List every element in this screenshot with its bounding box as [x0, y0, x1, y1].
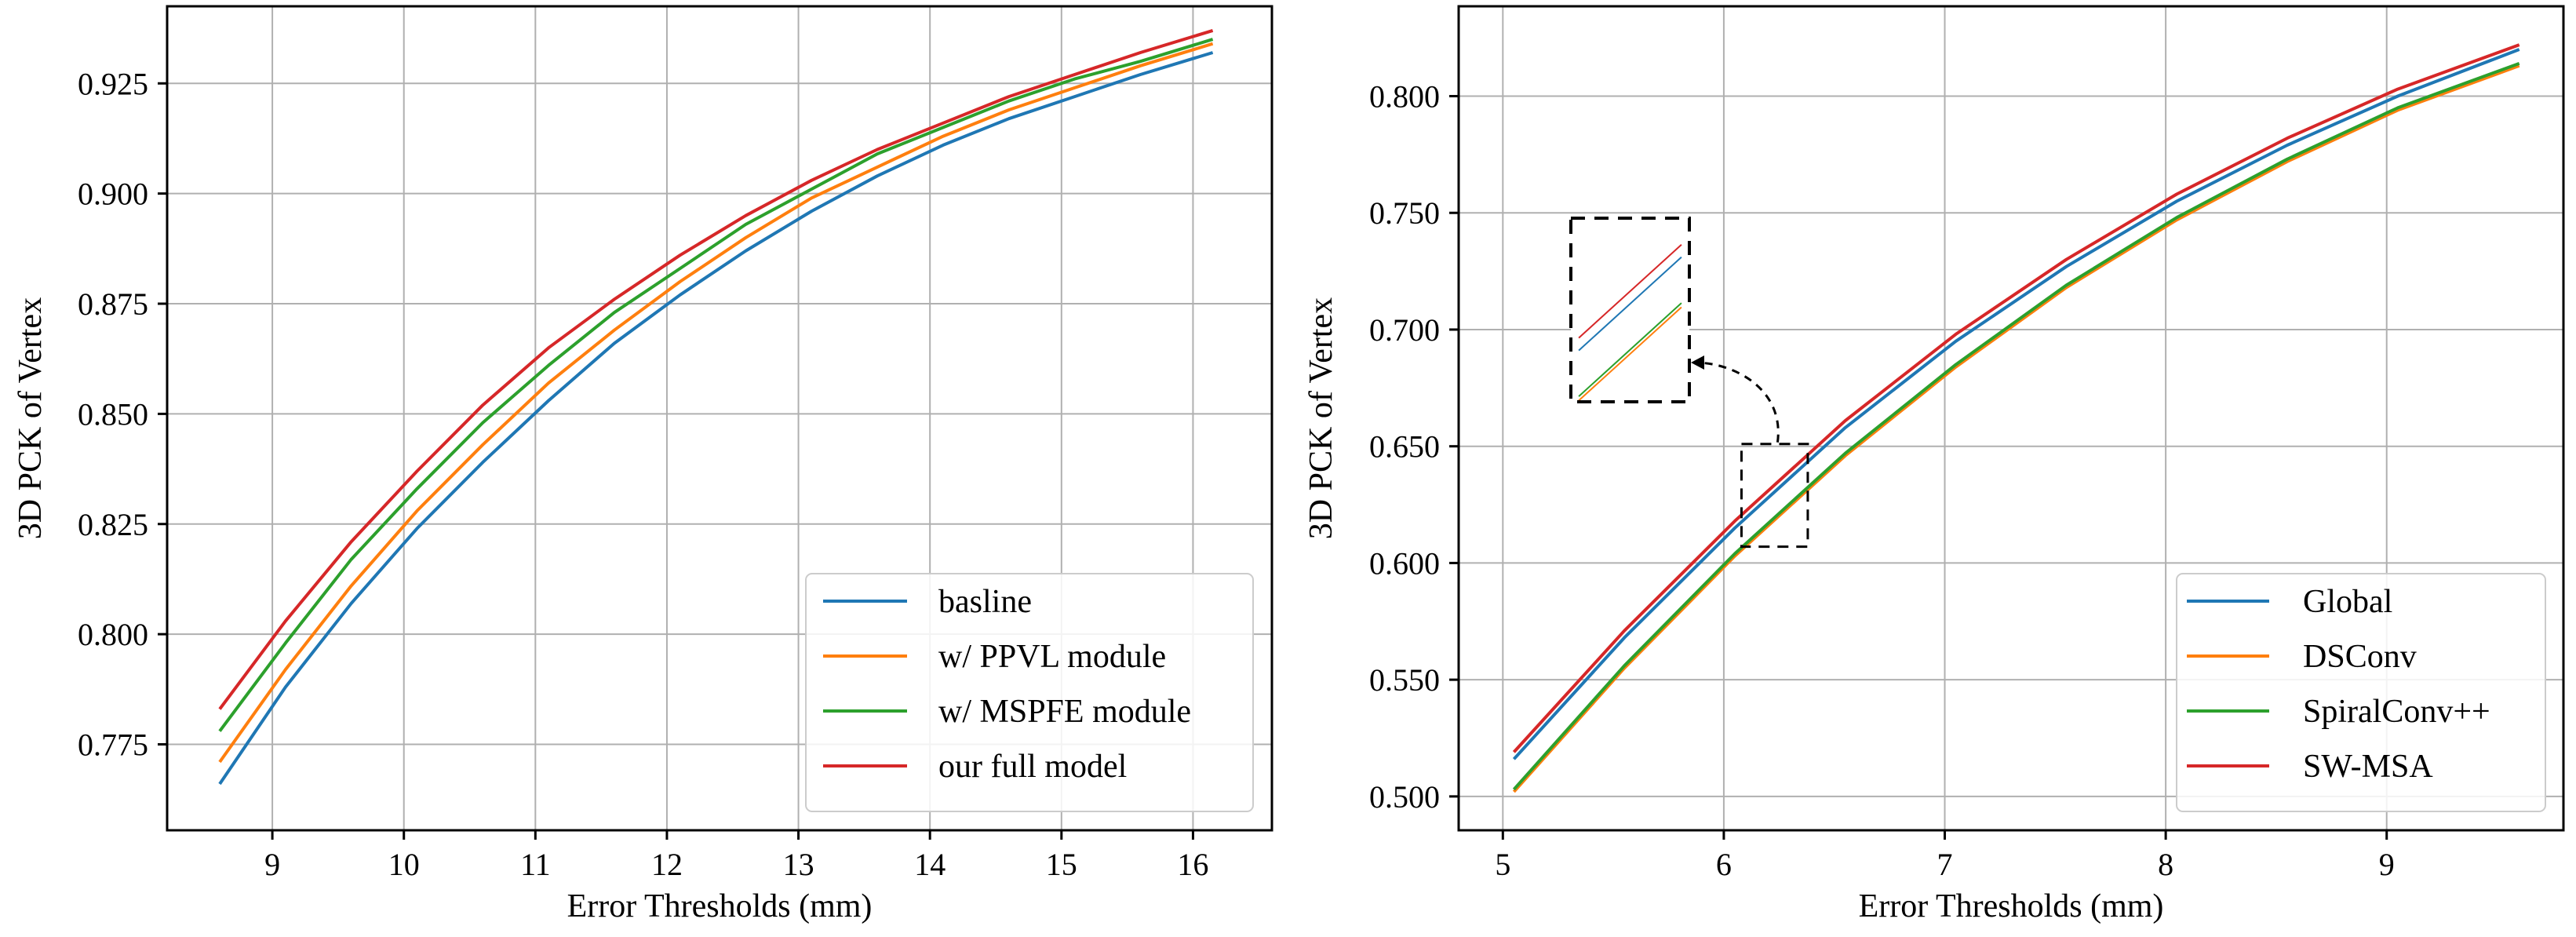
series-line-w-mspfe-module [218, 38, 1214, 732]
y-axis-label: 3D PCK of Vertex [13, 297, 49, 539]
legend-label: SW-MSA [2303, 749, 2433, 785]
y-tick-label: 0.875 [78, 286, 148, 322]
x-tick-label: 5 [1495, 847, 1510, 882]
chart-panel-2: 5 6 7 8 9 0.500 0.550 0.600 0.650 0.700 0.750 0.800… [1303, 5, 2565, 924]
series-line-sw-msa [1512, 43, 2520, 753]
series-line-global [1512, 48, 2520, 760]
legend-label: w/ PPVL module [938, 639, 1166, 675]
x-tick-label: 15 [1046, 847, 1077, 882]
x-tick-label: 9 [2379, 847, 2395, 882]
legend-label: SpiralConv++ [2303, 694, 2490, 730]
y-tick-label: 0.550 [1369, 662, 1440, 698]
legend-label: our full model [938, 749, 1127, 785]
y-tick-label: 0.775 [78, 727, 148, 763]
series-line-w-ppvl-module [218, 42, 1214, 764]
chart-panel-1: 9 10 11 12 13 14 15 16 0.775 0.800 0.825 0.850 0.875… [13, 5, 1273, 924]
y-tick-label: 0.825 [78, 507, 148, 542]
y-tick-label: 0.850 [78, 396, 148, 432]
x-tick-label: 12 [651, 847, 683, 882]
series-line-spiralconv- [1512, 62, 2520, 791]
y-tick-label: 0.800 [1369, 79, 1440, 115]
y-tick-label: 0.600 [1369, 545, 1440, 581]
legend-label: Global [2303, 584, 2392, 620]
x-tick-label: 13 [783, 847, 814, 882]
zoom-inset-frame [1569, 217, 1691, 403]
legend: basline w/ PPVL module w/ MSPFE module our … [805, 573, 1254, 812]
x-axis-label: Error Thresholds (mm) [1859, 888, 2164, 924]
axes-frame [1457, 5, 2565, 832]
y-tick-label: 0.900 [78, 177, 148, 212]
zoom-region-box [1740, 443, 1809, 549]
axes-frame [166, 5, 1273, 832]
y-tick-label: 0.650 [1369, 429, 1440, 465]
x-tick-label: 6 [1716, 847, 1732, 882]
zoom-inset-line-spiralconv- [1578, 302, 1682, 397]
zoom-arrowhead [1691, 355, 1704, 370]
legend-label: DSConv [2303, 639, 2417, 675]
x-tick-label: 10 [388, 847, 420, 882]
x-axis-label: Error Thresholds (mm) [567, 888, 873, 924]
series-line-dsconv [1512, 64, 2520, 793]
zoom-inset-background [1571, 218, 1689, 402]
series-line-our-full-model [218, 28, 1214, 710]
legend-box [805, 573, 1254, 812]
y-tick-label: 0.700 [1369, 312, 1440, 348]
zoom-arrow [1694, 361, 1780, 443]
zoom-inset-line-global [1578, 256, 1682, 352]
y-tick-label: 0.925 [78, 66, 148, 101]
zoom-inset [1569, 217, 1691, 403]
legend-label: w/ MSPFE module [938, 694, 1191, 730]
zoom-inset-line-dsconv [1578, 306, 1682, 402]
x-tick-label: 8 [2158, 847, 2173, 882]
y-axis-label: 3D PCK of Vertex [1303, 297, 1339, 539]
x-tick-label: 14 [914, 847, 946, 882]
legend: Global DSConv SpiralConv++ SW-MSA [2176, 573, 2546, 812]
x-tick-label: 11 [520, 847, 551, 882]
y-tick-label: 0.800 [78, 617, 148, 652]
y-tick-label: 0.750 [1369, 195, 1440, 231]
legend-label: basline [938, 584, 1032, 620]
zoom-inset-line-sw-msa [1578, 243, 1682, 339]
x-tick-label: 7 [1937, 847, 1953, 882]
y-tick-label: 0.500 [1369, 779, 1440, 815]
x-tick-label: 16 [1177, 847, 1208, 882]
legend-box [2176, 573, 2546, 812]
series-line-basline [218, 51, 1214, 786]
x-tick-label: 9 [264, 847, 280, 882]
